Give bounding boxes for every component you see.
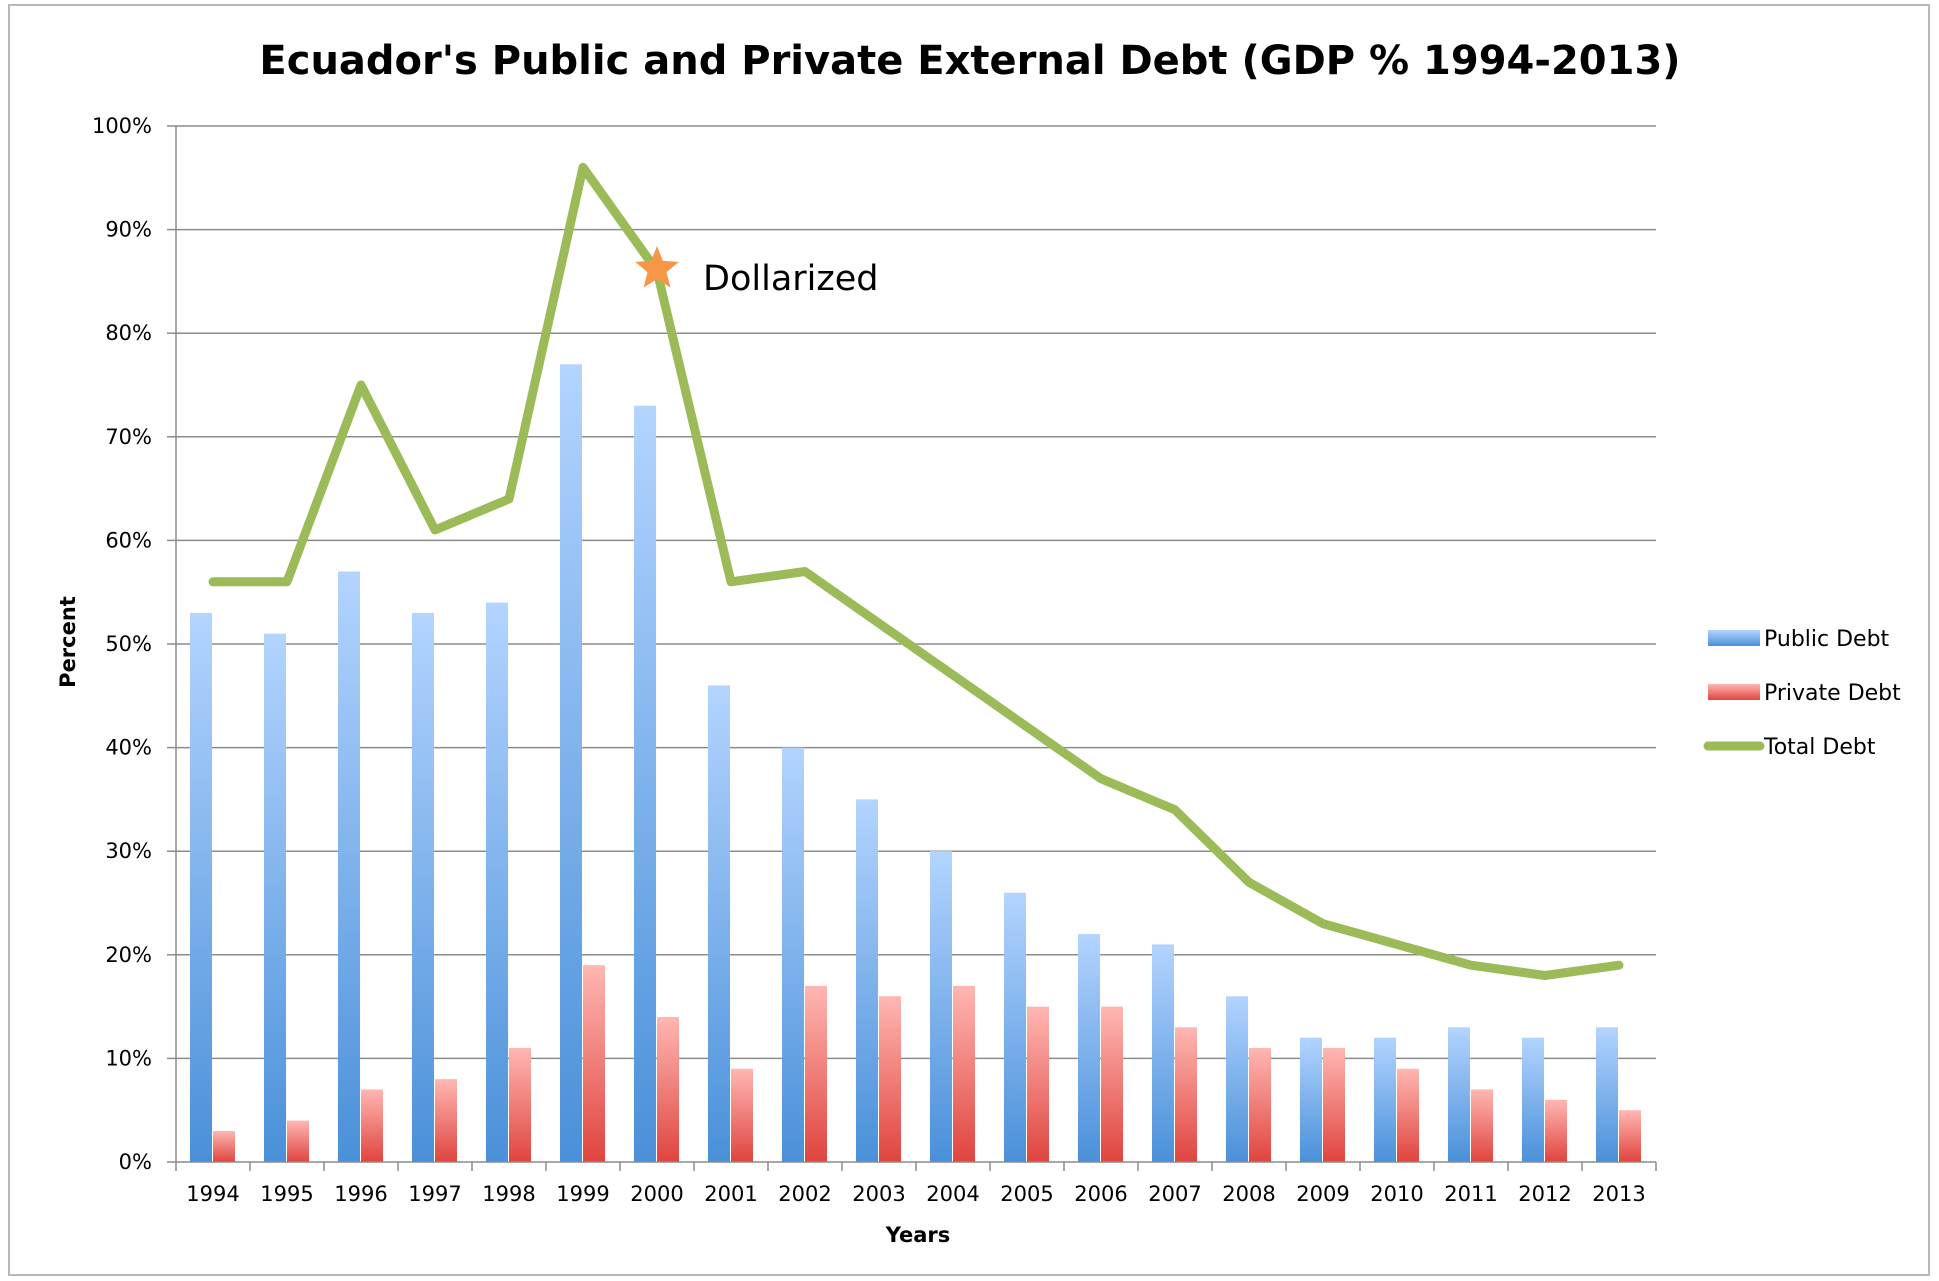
bar-public-debt <box>1596 1027 1618 1162</box>
x-tick-label: 2010 <box>1370 1182 1423 1206</box>
x-tick-label: 2013 <box>1592 1182 1645 1206</box>
y-tick-label: 90% <box>105 218 152 242</box>
x-tick-label: 2007 <box>1148 1182 1201 1206</box>
x-tick-label: 2008 <box>1222 1182 1275 1206</box>
y-tick-label: 30% <box>105 839 152 863</box>
star-icon <box>635 246 679 288</box>
bar-private-debt <box>731 1068 753 1162</box>
legend: Public Debt Private Debt Total Debt <box>1703 627 1901 760</box>
bar-private-debt <box>435 1079 457 1162</box>
x-tick-label: 2006 <box>1074 1182 1127 1206</box>
x-axis-label: Years <box>885 1223 951 1247</box>
x-tick-label: 2000 <box>630 1182 683 1206</box>
bar-private-debt <box>1249 1048 1271 1162</box>
y-tick-label: 80% <box>105 321 152 345</box>
y-axis-ticks: 0% 10% 20% 30% 40% 50% 60% 70% 80% 90% 100% <box>92 114 176 1174</box>
y-tick-label: 70% <box>105 425 152 449</box>
bar-public-debt <box>264 633 286 1162</box>
x-tick-label: 2001 <box>704 1182 757 1206</box>
annotation-label: Dollarized <box>703 259 879 299</box>
bar-public-debt <box>486 602 508 1162</box>
y-tick-label: 10% <box>105 1046 152 1070</box>
y-tick-label: 100% <box>92 114 152 138</box>
total-debt-line <box>208 162 1624 980</box>
bar-private-debt <box>1545 1099 1567 1162</box>
bar-private-debt <box>657 1016 679 1162</box>
x-tick-label: 1995 <box>260 1182 313 1206</box>
bar-private-debt <box>1323 1048 1345 1162</box>
x-tick-label: 1994 <box>186 1182 239 1206</box>
bar-private-debt <box>361 1089 383 1162</box>
x-tick-label: 2002 <box>778 1182 831 1206</box>
bar-private-debt <box>879 996 901 1162</box>
x-tick-label: 2004 <box>926 1182 979 1206</box>
bar-public-debt <box>1078 934 1100 1162</box>
bar-private-debt <box>509 1048 531 1162</box>
bar-public-debt <box>338 571 360 1162</box>
bar-private-debt <box>1397 1068 1419 1162</box>
bar-public-debt <box>856 799 878 1162</box>
bar-public-debt <box>782 747 804 1162</box>
bar-private-debt <box>1175 1027 1197 1162</box>
bar-private-debt <box>805 985 827 1162</box>
bar-private-debt <box>1471 1089 1493 1162</box>
bar-private-debt <box>287 1120 309 1162</box>
bar-public-debt <box>930 851 952 1162</box>
x-tick-label: 2003 <box>852 1182 905 1206</box>
bar-private-debt <box>213 1130 235 1162</box>
bar-private-debt <box>1101 1006 1123 1162</box>
x-tick-label: 2009 <box>1296 1182 1349 1206</box>
x-tick-label: 1999 <box>556 1182 609 1206</box>
bar-public-debt <box>190 612 212 1162</box>
bar-private-debt <box>1619 1110 1641 1162</box>
bar-private-debt <box>583 965 605 1162</box>
bar-public-debt <box>1300 1037 1322 1162</box>
y-tick-label: 60% <box>105 528 152 552</box>
bar-public-debt <box>1004 892 1026 1162</box>
bar-private-debt <box>1027 1006 1049 1162</box>
y-axis-label: Percent <box>56 596 80 688</box>
x-tick-label: 2012 <box>1518 1182 1571 1206</box>
x-tick-label: 1998 <box>482 1182 535 1206</box>
bar-public-debt <box>708 685 730 1162</box>
bar-public-debt <box>1522 1037 1544 1162</box>
y-tick-label: 0% <box>119 1150 152 1174</box>
bar-public-debt <box>1152 944 1174 1162</box>
bar-public-debt <box>1226 996 1248 1162</box>
bar-public-debt <box>412 612 434 1162</box>
bar-public-debt <box>560 364 582 1162</box>
bar-public-debt <box>634 405 656 1163</box>
bar-public-debt <box>1448 1027 1470 1162</box>
legend-swatch-private-debt <box>1708 684 1760 700</box>
legend-label: Public Debt <box>1764 627 1890 652</box>
x-axis-ticks: 1994 1995 1996 1997 1998 1999 2000 2001 2002 2003… <box>175 1162 1657 1206</box>
chart-title: Ecuador's Public and Private External De… <box>259 38 1680 84</box>
annotation: Dollarized <box>635 246 879 299</box>
y-tick-label: 40% <box>105 736 152 760</box>
legend-swatch-public-debt <box>1708 630 1760 646</box>
y-tick-label: 20% <box>105 943 152 967</box>
bar-public-debt <box>1374 1037 1396 1162</box>
legend-label: Total Debt <box>1763 735 1876 760</box>
grid-lines <box>176 125 1656 1060</box>
bar-private-debt <box>953 985 975 1162</box>
x-tick-label: 2011 <box>1444 1182 1497 1206</box>
x-tick-label: 1996 <box>334 1182 387 1206</box>
x-tick-label: 2005 <box>1000 1182 1053 1206</box>
legend-label: Private Debt <box>1764 681 1901 706</box>
line-total-debt <box>208 162 1624 980</box>
y-tick-label: 50% <box>105 632 152 656</box>
x-tick-label: 1997 <box>408 1182 461 1206</box>
bars <box>190 364 1641 1163</box>
